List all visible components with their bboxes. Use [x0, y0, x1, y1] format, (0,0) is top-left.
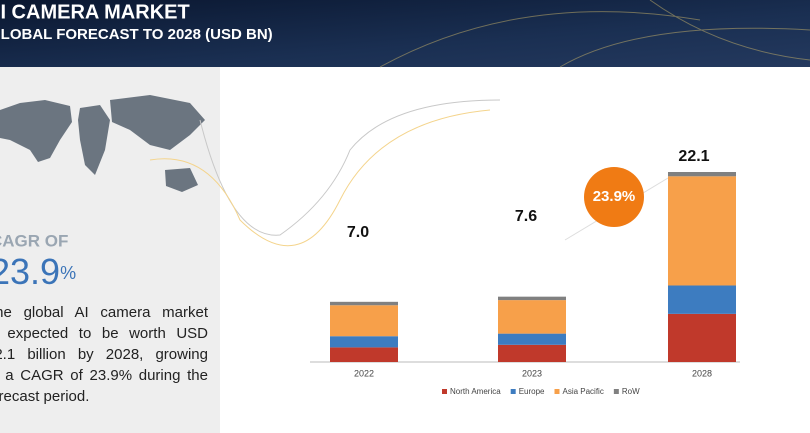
- bar-segment: [668, 285, 736, 314]
- cagr-number: 23.9: [0, 251, 60, 292]
- subtitle: GLOBAL FORECAST TO 2028 (USD BN): [0, 26, 273, 43]
- legend-swatch: [442, 389, 447, 394]
- x-tick-label: 2022: [354, 368, 374, 378]
- bar-segment: [330, 336, 398, 348]
- cagr-unit: %: [60, 263, 76, 283]
- description-line: The global AI camera market: [0, 304, 208, 321]
- bar-segment: [330, 305, 398, 337]
- bar-segment: [330, 347, 398, 362]
- description: The global AI camera market is expected t…: [0, 302, 208, 407]
- x-tick-label: 2028: [692, 368, 712, 378]
- description-line: at a CAGR of 23.9% during the: [0, 367, 208, 384]
- cagr-bubble: [584, 167, 644, 227]
- bar-segment: [668, 176, 736, 286]
- title: AI CAMERA MARKET: [0, 1, 190, 23]
- total-label: 22.1: [678, 148, 709, 165]
- bar-segment: [498, 296, 566, 301]
- legend-label: Asia Pacific: [562, 387, 603, 396]
- decoration-curve: [199, 99, 501, 236]
- total-label: 7.0: [347, 224, 369, 241]
- world-map: [0, 95, 205, 192]
- total-label: 7.6: [515, 208, 537, 225]
- bar-segment: [668, 172, 736, 177]
- cagr-value: 23.9%: [0, 251, 76, 292]
- cagr-bubble-label: 23.9%: [593, 188, 636, 205]
- bar-segment: [498, 344, 566, 362]
- bar-segment: [330, 301, 398, 306]
- bar-segment: [498, 300, 566, 334]
- description-line: is expected to be worth USD: [0, 325, 208, 342]
- x-tick-label: 2023: [522, 368, 542, 378]
- legend-label: RoW: [622, 387, 640, 396]
- bar-segment: [498, 333, 566, 345]
- legend-label: North America: [450, 387, 501, 396]
- bar-segment: [668, 313, 736, 362]
- description-line: forecast period.: [0, 388, 90, 405]
- decoration-curve: [149, 109, 491, 247]
- cagr-label: CAGR OF: [0, 231, 68, 250]
- legend-swatch: [613, 389, 619, 394]
- description-line: 22.1 billion by 2028, growing: [0, 346, 208, 363]
- banner-decoration: [379, 0, 810, 68]
- legend-swatch: [510, 389, 516, 394]
- legend-label: Europe: [519, 387, 545, 396]
- banner: [0, 0, 810, 67]
- legend-swatch: [554, 389, 560, 394]
